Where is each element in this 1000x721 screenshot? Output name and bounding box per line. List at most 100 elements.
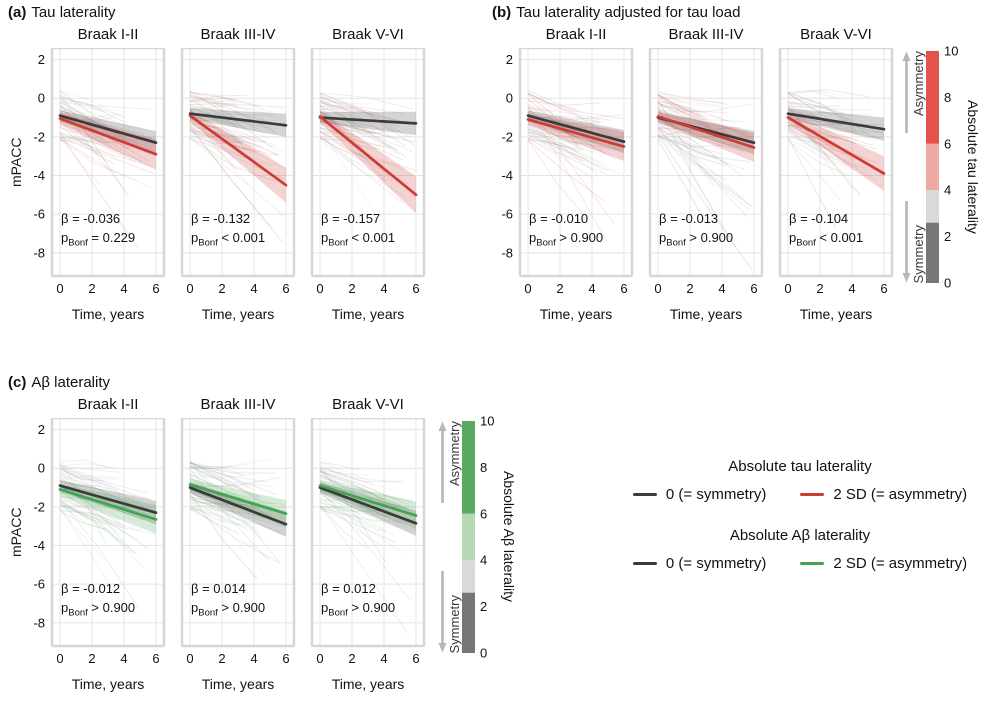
colorbar-axis-label: Absolute tau laterality <box>965 100 981 234</box>
gridlines <box>650 48 762 276</box>
svg-text:0: 0 <box>316 651 323 666</box>
svg-text:6: 6 <box>480 506 487 521</box>
legend-line-symmetry <box>632 562 657 565</box>
panel-c-subplots: Braak I-II 2 0 -2 -4 -6 -8 0 2 4 6 β = -0.012 pBonf … <box>24 396 428 692</box>
svg-text:6: 6 <box>152 281 159 296</box>
svg-text:-2: -2 <box>501 129 513 144</box>
svg-text:0: 0 <box>506 91 513 106</box>
legend-item: 2 SD (= asymmetry) <box>800 486 967 503</box>
svg-text:0: 0 <box>944 276 951 289</box>
regression-lines <box>58 480 158 534</box>
svg-text:0: 0 <box>56 651 63 666</box>
stats-annotation: β = 0.012 pBonf > 0.900 <box>321 581 396 619</box>
plot-canvas: 0 2 4 6 <box>310 416 426 666</box>
svg-text:2: 2 <box>816 281 823 296</box>
subplot-title: Braak V-VI <box>332 26 404 43</box>
svg-text:6: 6 <box>750 281 757 296</box>
plot-canvas: 0 2 4 6 <box>180 46 296 296</box>
legend-line-tau-asymmetry <box>800 493 825 496</box>
svg-text:2: 2 <box>88 651 95 666</box>
subplot-title: Braak III-IV <box>200 396 276 413</box>
svg-text:0: 0 <box>56 281 63 296</box>
svg-text:6: 6 <box>880 281 887 296</box>
subplot-title: Braak I-II <box>77 26 139 43</box>
svg-text:0: 0 <box>784 281 791 296</box>
stats-annotation: β = -0.013 pBonf > 0.900 <box>659 211 734 249</box>
stats-annotation: β = -0.157 pBonf < 0.001 <box>321 211 396 249</box>
svg-text:4: 4 <box>380 651 387 666</box>
gridlines <box>520 48 632 276</box>
svg-text:4: 4 <box>944 183 951 198</box>
subplot-title: Braak I-II <box>77 396 139 413</box>
x-axis-label: Time, years <box>669 306 743 322</box>
panel-a: (a) Tau laterality mPACC Braak I-II 2 0 -2 -4… <box>8 4 428 322</box>
x-axis-label: Time, years <box>71 676 145 692</box>
svg-text:0: 0 <box>186 281 193 296</box>
svg-text:-8: -8 <box>33 245 45 260</box>
legend-label: 2 SD (= asymmetry) <box>833 486 968 503</box>
svg-text:0: 0 <box>524 281 531 296</box>
svg-text:-2: -2 <box>33 129 45 144</box>
legend-line-symmetry <box>632 493 657 496</box>
gridlines <box>312 418 424 646</box>
symmetry-annotation: Symmetry <box>902 199 926 283</box>
legend-item: 2 SD (= asymmetry) <box>800 555 967 572</box>
gridlines <box>182 48 294 276</box>
subplot-Braak I-II: Braak I-II 2 0 -2 -4 -6 -8 0 2 4 6 β = -0.012 pBonf … <box>24 396 168 692</box>
asymmetry-annotation: Asymmetry <box>438 421 462 505</box>
colorbar-scale: 10 8 6 4 2 0 <box>462 416 494 659</box>
legend-group-tau: Absolute tau laterality 0 (= symmetry) 2… <box>608 458 992 503</box>
stats-annotation: β = -0.104 pBonf < 0.001 <box>789 211 864 249</box>
svg-text:0: 0 <box>480 646 487 659</box>
x-axis-label: Time, years <box>331 676 405 692</box>
regression-lines <box>188 478 288 537</box>
gridlines <box>52 48 164 276</box>
individual-trajectories <box>527 90 624 243</box>
subplot-Braak I-II: Braak I-II 2 0 -2 -4 -6 -8 0 2 4 6 β = -0.036 pBonf … <box>24 26 168 322</box>
symmetry-label: Symmetry <box>447 594 462 654</box>
x-axis-label: Time, years <box>201 676 275 692</box>
stats-annotation: β = -0.010 pBonf > 0.900 <box>529 211 604 249</box>
svg-text:6: 6 <box>282 281 289 296</box>
svg-text:4: 4 <box>480 553 487 568</box>
regression-lines <box>656 110 756 162</box>
svg-text:4: 4 <box>250 281 257 296</box>
colorbar: Asymmetry Symmetry 10 8 6 4 2 0 Absolute tau lat… <box>900 46 982 288</box>
regression-lines <box>526 110 626 162</box>
panel-c: (c) Aβ laterality mPACC Braak I-II 2 0 -2 -4 -… <box>8 374 428 692</box>
stats-annotation: β = -0.036 pBonf = 0.229 <box>61 211 136 249</box>
stats-annotation: β = 0.014 pBonf > 0.900 <box>191 581 266 619</box>
svg-text:2: 2 <box>218 651 225 666</box>
regression-lines <box>318 479 418 536</box>
svg-text:-8: -8 <box>33 615 45 630</box>
panel-a-header: (a) Tau laterality <box>8 4 428 21</box>
svg-text:4: 4 <box>120 651 127 666</box>
colorbar-abeta: Asymmetry Symmetry 10 8 6 4 2 0 Absolute Aβ late… <box>436 416 518 658</box>
x-axis-label: Time, years <box>201 306 275 322</box>
panel-a-subplots: Braak I-II 2 0 -2 -4 -6 -8 0 2 4 6 β = -0.036 pBonf … <box>24 26 428 322</box>
subplot-Braak V-VI: Braak V-VI 0 2 4 6 β = -0.157 pBonf < 0.001 Tim… <box>308 26 428 322</box>
regression-lines <box>188 108 288 203</box>
individual-trajectories <box>657 91 754 271</box>
svg-text:2: 2 <box>506 52 513 67</box>
plot-canvas: 0 2 4 6 <box>180 416 296 666</box>
panel-b-title: Tau laterality adjusted for tau load <box>516 4 741 21</box>
plot-canvas: 0 2 4 6 <box>648 46 764 296</box>
svg-text:6: 6 <box>282 651 289 666</box>
svg-text:2: 2 <box>944 229 951 244</box>
colorbar-tau: Asymmetry Symmetry 10 8 6 4 2 0 Absolute tau lat… <box>900 46 982 288</box>
plot-canvas: 2 0 -2 -4 -6 -8 0 2 4 6 <box>33 46 166 296</box>
legend-label: 0 (= symmetry) <box>665 486 767 503</box>
subplot-title: Braak III-IV <box>668 26 744 43</box>
svg-text:-2: -2 <box>33 499 45 514</box>
stats-annotation: β = -0.012 pBonf > 0.900 <box>61 581 136 619</box>
subplot-Braak III-IV: Braak III-IV 0 2 4 6 β = 0.014 pBonf > 0.900 Ti… <box>178 396 298 692</box>
arrow-up-icon <box>438 421 447 503</box>
colorbar: Asymmetry Symmetry 10 8 6 4 2 0 Absolute Aβ late… <box>436 416 518 658</box>
x-axis-label: Time, years <box>71 306 145 322</box>
arrow-up-icon <box>902 51 911 133</box>
svg-text:-4: -4 <box>33 168 45 183</box>
arrow-down-icon <box>438 571 447 653</box>
svg-text:8: 8 <box>480 460 487 475</box>
